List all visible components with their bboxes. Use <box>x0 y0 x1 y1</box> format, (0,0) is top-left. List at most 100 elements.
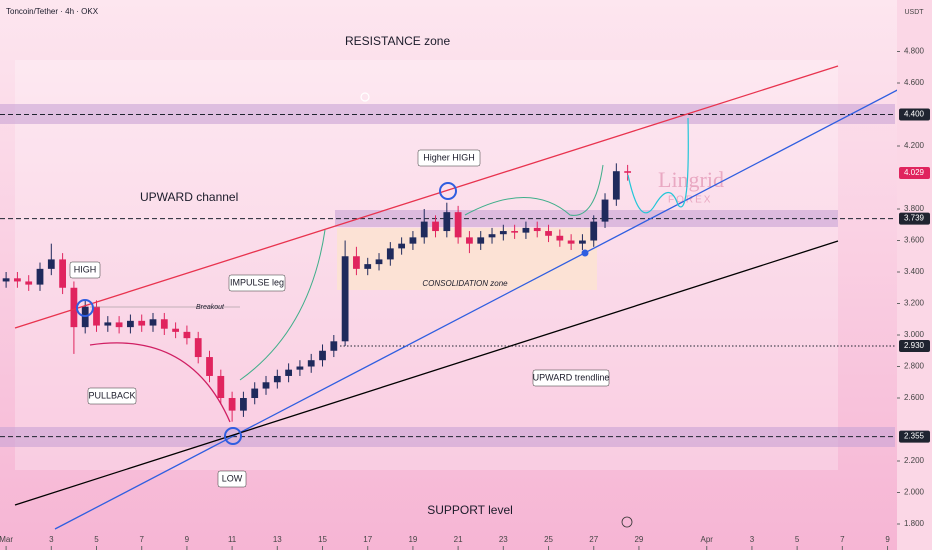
annotation: UPWARD trendline <box>533 372 610 382</box>
candle-body <box>285 369 293 376</box>
candle-body <box>217 375 225 399</box>
annotation: RESISTANCE zone <box>345 34 450 48</box>
impulse-arrow <box>239 229 326 381</box>
x-tick-label: 25 <box>544 535 553 544</box>
candle-body <box>251 388 259 399</box>
price-tag <box>899 212 930 225</box>
channel-top <box>14 65 839 329</box>
annotation: SUPPORT level <box>427 503 513 517</box>
candle-body <box>579 240 586 244</box>
channel-bottom <box>14 240 839 506</box>
candle-body <box>228 398 236 411</box>
x-tick-label: 11 <box>228 535 237 544</box>
pullback-arrow <box>89 342 231 423</box>
x-tick-label: 17 <box>363 535 372 544</box>
projection-arrow <box>464 164 604 216</box>
x-tick-label: 5 <box>795 535 800 544</box>
candle-body <box>47 259 55 269</box>
price-tag <box>899 340 930 353</box>
candle-body <box>2 278 10 282</box>
x-tick-label: Apr <box>701 535 714 544</box>
x-tick-label: 7 <box>139 535 144 544</box>
y-tick-label: 2.800 <box>904 362 925 371</box>
candle-body <box>206 357 213 376</box>
candle-body <box>432 221 439 232</box>
annotation: HIGH <box>74 264 97 274</box>
price-tag-label: 2.930 <box>904 341 925 350</box>
x-tick-label: 23 <box>499 535 508 544</box>
resistance-band <box>0 104 895 124</box>
candle-body <box>567 240 575 244</box>
candle-body <box>262 382 270 389</box>
y-tick-label: 1.800 <box>904 519 925 528</box>
x-tick-label: 5 <box>94 535 99 544</box>
candle-body <box>454 212 462 238</box>
candle-body <box>420 221 428 238</box>
candle-body <box>14 278 21 282</box>
candle-body <box>511 231 519 233</box>
candle-body <box>612 171 620 200</box>
candle-body <box>353 256 360 269</box>
candle-body <box>25 281 33 285</box>
x-tick-label: 21 <box>454 535 463 544</box>
candle-body <box>194 338 202 358</box>
annotation: IMPULSE leg <box>230 277 284 287</box>
price-tag-label: 2.355 <box>904 432 925 441</box>
label-box <box>87 387 137 405</box>
label-box <box>217 470 247 488</box>
candle-body <box>545 231 552 236</box>
candle-body <box>409 237 417 244</box>
candle-body <box>319 350 326 361</box>
price-tag-label: 4.029 <box>904 168 925 177</box>
candles <box>2 163 632 422</box>
watermark: FOREX <box>668 195 712 206</box>
candle-body <box>307 360 315 367</box>
axis-unit: USDT <box>904 9 924 16</box>
candle-body <box>533 227 541 232</box>
y-tick-label: 3.000 <box>904 330 925 339</box>
price-axis <box>897 0 932 550</box>
x-tick-label: 13 <box>273 535 282 544</box>
x-tick-label: 19 <box>408 535 417 544</box>
trend-dot <box>581 249 589 257</box>
candle-body <box>499 231 507 235</box>
x-tick-label: 15 <box>318 535 327 544</box>
candle-body <box>149 319 157 326</box>
higher-high-circle <box>439 182 457 200</box>
candle-body <box>240 398 247 411</box>
levels <box>0 114 895 438</box>
x-tick-label: 29 <box>634 535 643 544</box>
y-tick-label: 2.200 <box>904 456 925 465</box>
candle-body <box>138 320 146 326</box>
x-tick-label: 3 <box>750 535 755 544</box>
candle-body <box>590 221 598 241</box>
candle-body <box>443 212 451 232</box>
candle-body <box>59 259 66 288</box>
annotation: Breakout <box>196 304 225 311</box>
annotation: CONSOLIDATION zone <box>422 279 508 288</box>
label-box <box>417 149 481 167</box>
candle-body <box>386 248 394 260</box>
label-box <box>532 369 610 387</box>
symbol-title: Toncoin/Tether · 4h · OKX <box>6 7 99 16</box>
candle-body <box>375 259 383 265</box>
x-tick-label: 27 <box>589 535 598 544</box>
icon <box>360 92 370 102</box>
target-arrow <box>627 117 689 214</box>
high-circle <box>76 299 94 317</box>
candle-body <box>172 328 179 332</box>
candle-body <box>115 322 123 328</box>
trendline <box>54 71 932 530</box>
price-tag-label: 3.739 <box>904 214 925 223</box>
x-tick-label: Mar <box>0 535 13 544</box>
price-tag <box>899 108 930 121</box>
annotation: UPWARD channel <box>140 190 238 204</box>
candle-body <box>601 199 609 222</box>
y-tick-label: 2.000 <box>904 488 925 497</box>
candle-body <box>160 319 168 329</box>
icon <box>621 516 633 528</box>
y-tick-label: 3.200 <box>904 299 925 308</box>
candle-body <box>624 171 632 173</box>
y-tick-label: 3.800 <box>904 204 925 213</box>
candle-body <box>93 306 100 326</box>
